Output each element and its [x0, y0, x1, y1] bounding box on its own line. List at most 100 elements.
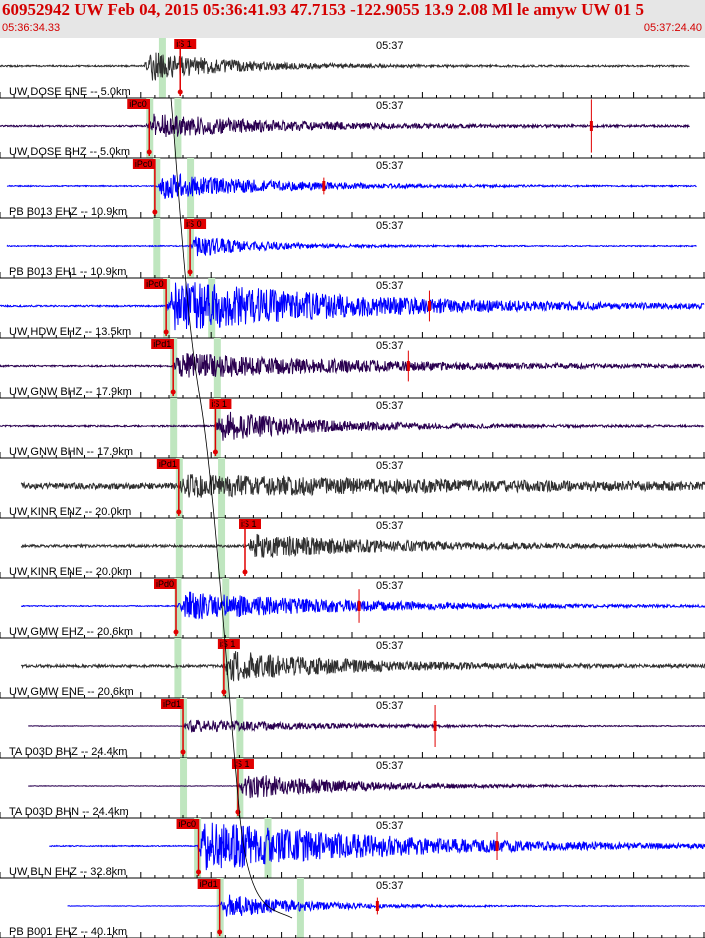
phase-pick-dot	[180, 749, 186, 755]
phase-pick-flag	[144, 279, 167, 289]
minute-label: 05:37	[376, 700, 404, 712]
waveform	[0, 52, 690, 81]
amp-marker-box	[406, 361, 410, 371]
pick-window	[187, 158, 195, 218]
minute-label: 05:37	[376, 220, 404, 232]
trace-panel: iS 1 05:37 UW DOSE ENE -- 5.0km	[0, 38, 705, 99]
waveform	[0, 411, 705, 441]
minute-label: 05:37	[376, 400, 404, 412]
phase-pick-flag	[151, 339, 174, 349]
time-ticks	[0, 212, 705, 218]
trace-panel: iS 1 05:37 UW GNW BHN -- 17.9km	[0, 398, 705, 459]
minute-label: 05:37	[376, 880, 404, 892]
amp-marker-box	[322, 181, 326, 191]
time-ticks	[0, 452, 705, 458]
time-ticks	[0, 932, 705, 938]
time-start: 05:36:34.33	[2, 22, 61, 34]
amp-marker-box	[357, 601, 361, 611]
trace-label: UW BLN EHZ -- 32.8km	[9, 866, 126, 878]
trace-panel: iPd0 05:37 UW GMW EHZ -- 20.6km	[0, 578, 705, 639]
phase-pick-label: iS 1	[241, 519, 257, 529]
trace-panel: iPd1 05:37 TA D03D BHZ -- 24.4km	[0, 698, 705, 759]
phase-pick-label: iPc0	[135, 159, 153, 169]
minute-label: 05:37	[376, 640, 404, 652]
trace-label: UW HDW EHZ -- 13.5km	[9, 326, 131, 338]
phase-pick-label: iPd1	[159, 459, 177, 469]
minute-label: 05:37	[376, 100, 404, 112]
pick-window	[175, 518, 183, 578]
phase-pick-flag	[156, 459, 179, 469]
phase-pick-flag	[217, 639, 240, 649]
phase-pick-flag	[174, 39, 197, 49]
phase-pick-dot	[173, 629, 179, 635]
minute-label: 05:37	[376, 460, 404, 472]
trace-panel: iPc0 05:37 UW BLN EHZ -- 32.8km	[0, 818, 705, 879]
time-ticks	[0, 632, 705, 638]
phase-pick-label: iS 1	[211, 399, 227, 409]
minute-label: 05:37	[376, 580, 404, 592]
trace-panel: iS 1 05:37 UW KINR ENE -- 20.0km	[0, 518, 705, 579]
amp-marker-box	[375, 901, 379, 911]
pick-window	[170, 398, 178, 458]
event-header: 60952942 UW Feb 04, 2015 05:36:41.93 47.…	[0, 0, 705, 38]
pick-window	[174, 578, 182, 638]
phase-pick-flag	[127, 99, 150, 109]
phase-pick-label: iPd1	[163, 699, 181, 709]
waveform	[20, 591, 705, 620]
minute-label: 05:37	[376, 160, 404, 172]
minute-label: 05:37	[376, 520, 404, 532]
event-info: 60952942 UW Feb 04, 2015 05:36:41.93 47.…	[2, 0, 645, 19]
pick-window	[174, 638, 182, 698]
phase-pick-dot	[217, 929, 223, 935]
trace-panel: iPd1 05:37 PB B001 EHZ -- 40.1km	[0, 878, 705, 938]
trace-label: TA D03D BHN -- 24.4km	[9, 806, 129, 818]
pick-window	[153, 158, 161, 218]
time-ticks	[0, 812, 705, 818]
time-ticks	[0, 572, 705, 578]
travel-time-curve	[170, 97, 293, 919]
minute-label: 05:37	[376, 820, 404, 832]
pick-window	[218, 518, 226, 578]
minute-label: 05:37	[376, 40, 404, 52]
phase-pick-flag	[176, 819, 199, 829]
waveform	[67, 894, 705, 917]
trace-label: PB B013 EHZ -- 10.9km	[9, 206, 127, 218]
trace-panel: iPd1 05:37 UW KINR ENZ -- 20.0km	[0, 458, 705, 519]
waveform	[0, 353, 705, 378]
pick-window	[180, 758, 188, 818]
phase-pick-label: iS 0	[186, 219, 202, 229]
phase-pick-dot	[242, 569, 248, 575]
minute-label: 05:37	[376, 760, 404, 772]
phase-pick-dot	[177, 89, 183, 95]
amp-marker-box	[589, 121, 593, 131]
trace-label: UW GMW EHZ -- 20.6km	[9, 626, 133, 638]
phase-pick-dot	[196, 869, 202, 875]
phase-pick-dot	[163, 329, 169, 335]
trace-panel: iS 0 05:37 PB B013 EH1 -- 10.9km	[0, 218, 705, 279]
time-ticks	[0, 752, 705, 758]
time-ticks	[0, 392, 705, 398]
time-ticks	[0, 872, 705, 878]
amp-marker-box	[433, 721, 437, 731]
phase-pick-dot	[152, 209, 158, 215]
pick-window	[264, 818, 272, 878]
phase-pick-label: iPd1	[200, 879, 218, 889]
waveform	[48, 822, 705, 871]
trace-label: UW DOSE BHZ -- 5.0km	[9, 146, 130, 158]
phase-pick-flag	[184, 219, 207, 229]
phase-pick-label: iPd1	[153, 339, 171, 349]
phase-pick-dot	[221, 689, 227, 695]
minute-label: 05:37	[376, 280, 404, 292]
time-end: 05:37:24.40	[643, 22, 702, 34]
waveform	[6, 236, 697, 257]
phase-pick-label: iS 1	[176, 39, 192, 49]
trace-panel: iS 1 05:37 TA D03D BHN -- 24.4km	[0, 758, 705, 819]
trace-panel: iPd1 05:37 UW GNW BHZ -- 17.9km	[0, 338, 705, 399]
phase-pick-flag	[238, 519, 261, 529]
time-ticks	[0, 692, 705, 698]
time-ticks	[0, 152, 705, 158]
waveform	[20, 533, 705, 558]
phase-pick-dot	[212, 449, 218, 455]
trace-panel: iPc0 05:37 UW DOSE BHZ -- 5.0km	[0, 98, 705, 159]
